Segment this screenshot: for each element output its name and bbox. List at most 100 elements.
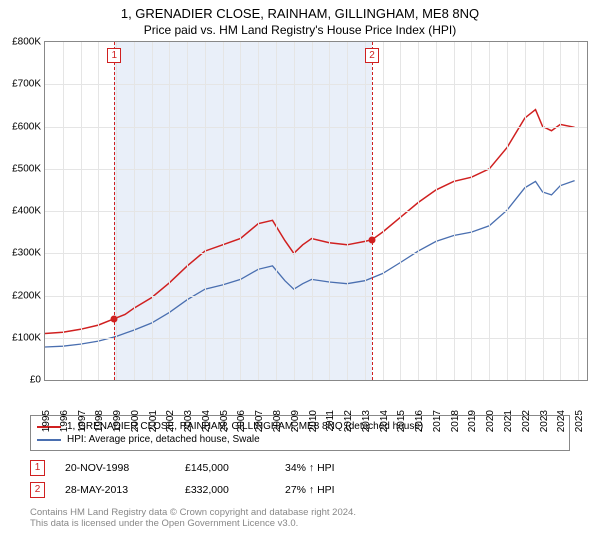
- x-axis-label: 1999: [112, 410, 123, 432]
- x-axis-label: 2009: [290, 410, 301, 432]
- marker-dot-2: [368, 236, 375, 243]
- gridline-vertical: [347, 42, 348, 380]
- gridline-horizontal: [45, 84, 587, 85]
- y-axis-label: £500K: [12, 163, 41, 174]
- gridline-vertical: [400, 42, 401, 380]
- gridline-vertical: [152, 42, 153, 380]
- x-axis-label: 2017: [432, 410, 443, 432]
- gridline-vertical: [560, 42, 561, 380]
- x-axis-label: 2002: [165, 410, 176, 432]
- gridline-vertical: [187, 42, 188, 380]
- chart-title: 1, GRENADIER CLOSE, RAINHAM, GILLINGHAM,…: [0, 0, 600, 21]
- x-axis-label: 2020: [485, 410, 496, 432]
- gridline-vertical: [223, 42, 224, 380]
- gridline-vertical: [258, 42, 259, 380]
- gridline-vertical: [418, 42, 419, 380]
- gridline-horizontal: [45, 296, 587, 297]
- x-axis-label: 2000: [130, 410, 141, 432]
- gridline-vertical: [63, 42, 64, 380]
- legend-swatch: [37, 439, 61, 441]
- x-axis-label: 2016: [414, 410, 425, 432]
- gridline-vertical: [134, 42, 135, 380]
- sale-price: £332,000: [185, 484, 265, 496]
- marker-label-2: 2: [365, 48, 379, 63]
- gridline-vertical: [81, 42, 82, 380]
- marker-label-1: 1: [107, 48, 121, 63]
- x-axis-label: 2025: [574, 410, 585, 432]
- footer-line-2: This data is licensed under the Open Gov…: [30, 518, 570, 529]
- gridline-horizontal: [45, 169, 587, 170]
- gridline-vertical: [471, 42, 472, 380]
- sale-hpi-delta: 34% ↑ HPI: [285, 462, 335, 474]
- x-axis-label: 1997: [77, 410, 88, 432]
- x-axis-label: 2001: [148, 410, 159, 432]
- gridline-vertical: [436, 42, 437, 380]
- gridline-horizontal: [45, 127, 587, 128]
- gridline-vertical: [98, 42, 99, 380]
- x-axis-label: 1998: [94, 410, 105, 432]
- chart-plot-area: £0£100K£200K£300K£400K£500K£600K£700K£80…: [44, 41, 588, 381]
- x-axis-label: 2006: [236, 410, 247, 432]
- gridline-horizontal: [45, 253, 587, 254]
- y-axis-label: £0: [30, 375, 41, 386]
- legend-label: HPI: Average price, detached house, Swal…: [67, 434, 260, 445]
- x-axis-label: 2018: [450, 410, 461, 432]
- gridline-vertical: [276, 42, 277, 380]
- gridline-horizontal: [45, 338, 587, 339]
- y-axis-label: £300K: [12, 248, 41, 259]
- x-axis-label: 2008: [272, 410, 283, 432]
- x-axis-label: 2014: [379, 410, 390, 432]
- marker-dot-1: [111, 315, 118, 322]
- gridline-vertical: [329, 42, 330, 380]
- gridline-vertical: [489, 42, 490, 380]
- y-axis-label: £200K: [12, 290, 41, 301]
- series-line-property: [45, 110, 575, 334]
- x-axis-label: 2005: [219, 410, 230, 432]
- gridline-vertical: [454, 42, 455, 380]
- x-axis-label: 2004: [201, 410, 212, 432]
- gridline-vertical: [240, 42, 241, 380]
- y-axis-label: £600K: [12, 121, 41, 132]
- sales-table: 1 20-NOV-1998 £145,000 34% ↑ HPI 2 28-MAY-201…: [30, 457, 570, 501]
- footer-line-1: Contains HM Land Registry data © Crown c…: [30, 507, 570, 518]
- gridline-vertical: [365, 42, 366, 380]
- x-axis-label: 2021: [503, 410, 514, 432]
- x-axis-label: 2019: [467, 410, 478, 432]
- x-axis-label: 1995: [41, 410, 52, 432]
- chart-footer: Contains HM Land Registry data © Crown c…: [30, 507, 570, 529]
- sale-row: 1 20-NOV-1998 £145,000 34% ↑ HPI: [30, 457, 570, 479]
- gridline-vertical: [294, 42, 295, 380]
- y-axis-label: £800K: [12, 37, 41, 48]
- sale-row: 228-MAY-2013£332,00027% ↑ HPI: [30, 479, 570, 501]
- x-axis-label: 2024: [556, 410, 567, 432]
- y-axis-label: £100K: [12, 332, 41, 343]
- gridline-vertical: [525, 42, 526, 380]
- gridline-vertical: [383, 42, 384, 380]
- sale-date: 28-MAY-2013: [65, 484, 165, 496]
- marker-line-2: [372, 42, 373, 380]
- y-axis-label: £400K: [12, 206, 41, 217]
- sale-date: 20-NOV-1998: [65, 462, 165, 474]
- gridline-vertical: [507, 42, 508, 380]
- x-axis-label: 2007: [254, 410, 265, 432]
- x-axis-label: 2010: [308, 410, 319, 432]
- legend-item: HPI: Average price, detached house, Swal…: [37, 433, 563, 446]
- x-axis-label: 2012: [343, 410, 354, 432]
- x-axis-label: 2015: [396, 410, 407, 432]
- sale-price: £145,000: [185, 462, 265, 474]
- gridline-vertical: [205, 42, 206, 380]
- sale-marker-box: 1: [30, 460, 45, 476]
- x-axis-label: 2022: [521, 410, 532, 432]
- gridline-vertical: [116, 42, 117, 380]
- x-axis-label: 2013: [361, 410, 372, 432]
- y-axis-label: £700K: [12, 79, 41, 90]
- x-axis-label: 1996: [59, 410, 70, 432]
- x-axis-label: 2003: [183, 410, 194, 432]
- x-axis-label: 2011: [325, 410, 336, 432]
- gridline-vertical: [312, 42, 313, 380]
- gridline-vertical: [543, 42, 544, 380]
- sale-marker-box: 2: [30, 482, 45, 498]
- gridline-horizontal: [45, 211, 587, 212]
- gridline-vertical: [169, 42, 170, 380]
- chart-subtitle: Price paid vs. HM Land Registry's House …: [0, 21, 600, 41]
